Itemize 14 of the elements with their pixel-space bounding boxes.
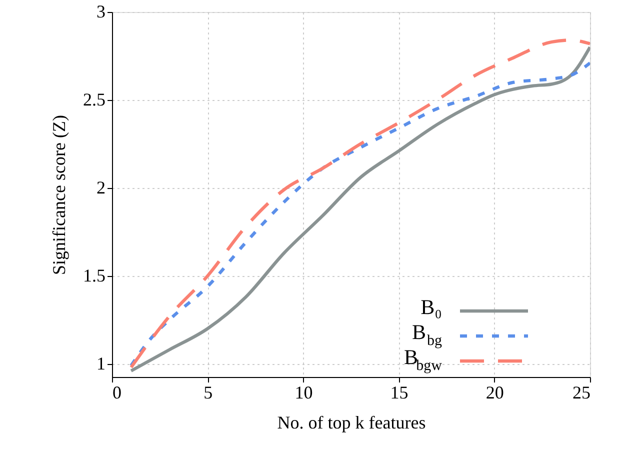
y-tick-label: 3 xyxy=(96,2,106,22)
y-axis-title: Significance score (Z) xyxy=(49,115,69,275)
x-axis-title: No. of top k features xyxy=(277,412,426,432)
x-tick-label: 15 xyxy=(390,382,408,402)
x-tick-label: 5 xyxy=(204,382,213,402)
y-tick-label: 1 xyxy=(96,353,106,374)
x-tick-label: 10 xyxy=(294,382,313,402)
y-tick-label: 2 xyxy=(96,177,106,198)
y-tick-label: 1.5 xyxy=(83,265,106,286)
x-tick-label: 0 xyxy=(112,382,122,402)
x-tick-label: 20 xyxy=(486,382,504,402)
legend-label: B₀ xyxy=(420,295,442,319)
y-tick-label: 2.5 xyxy=(83,89,106,110)
x-tick-label: 25 xyxy=(572,382,590,402)
